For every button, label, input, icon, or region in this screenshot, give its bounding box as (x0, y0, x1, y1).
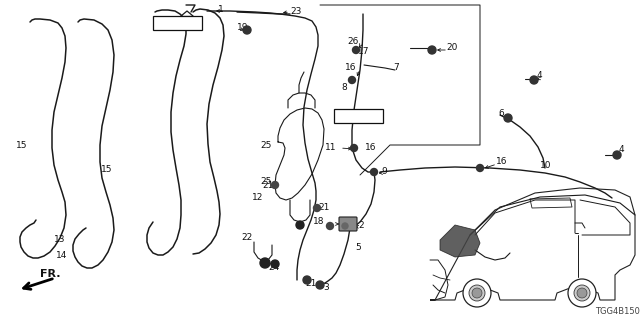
Circle shape (296, 221, 304, 229)
Text: TGG4B1500B: TGG4B1500B (595, 308, 640, 316)
Circle shape (428, 46, 436, 54)
FancyBboxPatch shape (339, 217, 357, 231)
Circle shape (303, 276, 311, 284)
Text: 15: 15 (15, 140, 27, 149)
Text: B-15-5: B-15-5 (342, 111, 378, 121)
Text: 16: 16 (496, 157, 508, 166)
Text: 6: 6 (498, 108, 504, 117)
Text: B-15-5: B-15-5 (161, 18, 197, 28)
Text: 15: 15 (100, 165, 112, 174)
Circle shape (463, 279, 491, 307)
Text: 25: 25 (260, 178, 272, 187)
Text: 4: 4 (619, 146, 625, 155)
Circle shape (353, 46, 360, 53)
Circle shape (243, 26, 251, 34)
Circle shape (577, 288, 587, 298)
Circle shape (316, 281, 324, 289)
Text: 16: 16 (344, 63, 356, 73)
Text: 26: 26 (348, 37, 359, 46)
Text: 24: 24 (268, 263, 279, 273)
Text: 3: 3 (323, 284, 329, 292)
Text: 25: 25 (260, 140, 272, 149)
Text: 23: 23 (290, 6, 301, 15)
Text: 5: 5 (355, 244, 361, 252)
Circle shape (574, 285, 590, 301)
Text: 17: 17 (358, 47, 369, 57)
Circle shape (349, 76, 355, 84)
Text: 22: 22 (242, 234, 253, 243)
Circle shape (472, 288, 482, 298)
Text: 14: 14 (56, 251, 67, 260)
Circle shape (351, 145, 358, 151)
Text: 19: 19 (237, 22, 248, 31)
Text: 21: 21 (305, 278, 316, 287)
Text: 20: 20 (446, 44, 458, 52)
Text: 13: 13 (54, 236, 65, 244)
Circle shape (568, 279, 596, 307)
FancyBboxPatch shape (333, 108, 383, 123)
Circle shape (477, 164, 483, 172)
Circle shape (342, 223, 348, 229)
Text: 8: 8 (341, 84, 347, 92)
Text: 9: 9 (381, 167, 387, 177)
Circle shape (371, 169, 378, 175)
Circle shape (326, 222, 333, 229)
Circle shape (504, 114, 512, 122)
Text: 2: 2 (358, 221, 364, 230)
Text: 18: 18 (312, 218, 324, 227)
Text: 10: 10 (540, 161, 552, 170)
Circle shape (469, 285, 485, 301)
Circle shape (613, 151, 621, 159)
Text: 21: 21 (262, 180, 274, 189)
Text: FR.: FR. (40, 269, 60, 279)
Text: 1: 1 (218, 4, 224, 13)
Text: 12: 12 (252, 194, 263, 203)
Circle shape (271, 260, 279, 268)
Text: 7: 7 (393, 63, 399, 73)
Circle shape (260, 258, 270, 268)
Text: 11: 11 (324, 143, 336, 153)
Circle shape (271, 181, 278, 188)
Text: 21: 21 (318, 203, 330, 212)
Circle shape (314, 204, 321, 212)
FancyBboxPatch shape (152, 15, 202, 29)
Text: 16: 16 (365, 143, 376, 153)
Text: 4: 4 (537, 71, 543, 81)
Polygon shape (440, 225, 480, 257)
Circle shape (530, 76, 538, 84)
